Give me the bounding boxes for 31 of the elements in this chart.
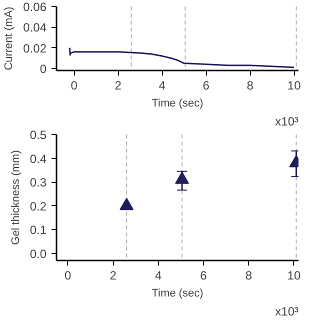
point <box>175 172 190 184</box>
text: x10³ <box>275 304 299 318</box>
x-tick-label: 0 <box>64 268 72 282</box>
line-series <box>68 47 295 68</box>
y-tick-label: 0.02 <box>23 41 47 56</box>
y-axis-title: Gel thickness (mm) <box>10 150 22 245</box>
point <box>120 198 134 210</box>
y-axis-title: Current (mA) <box>3 6 16 70</box>
x-tick-label: 10 <box>287 268 301 282</box>
x-tick-label: 2 <box>110 268 117 282</box>
y-tick-label: 0.3 <box>30 176 47 190</box>
x-tick-label: 4 <box>154 268 162 282</box>
y-tick-label: 0.06 <box>23 0 47 14</box>
y-tick-label: 0.1 <box>30 223 47 238</box>
y-tick-label: 0.4 <box>30 152 47 166</box>
x-tick-label: 0 <box>70 78 78 92</box>
x-axis-title: Time (sec) <box>152 98 204 110</box>
y-tick-label: 0.5 <box>30 128 47 142</box>
x-tick-label: 6 <box>200 268 208 282</box>
y-tick-label: 0.2 <box>30 199 47 214</box>
y-tick-label: 0.04 <box>23 20 47 35</box>
text: x10³ <box>275 114 299 128</box>
y-tick-label: 0.0 <box>30 246 47 261</box>
x-tick-label: 2 <box>114 78 122 92</box>
y-tick-label: 0 <box>40 62 47 76</box>
x-axis-title: Time (sec) <box>152 288 204 300</box>
x-tick-label: 4 <box>158 78 166 92</box>
x-tick-label: 8 <box>245 268 252 282</box>
x-tick-label: 6 <box>202 78 210 92</box>
x-tick-label: 10 <box>287 78 302 92</box>
x-tick-label: 8 <box>246 78 254 92</box>
